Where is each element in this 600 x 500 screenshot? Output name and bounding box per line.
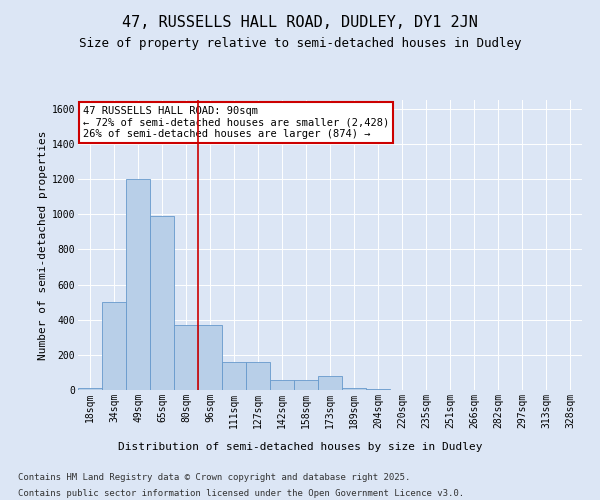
- Bar: [78, 388, 102, 390]
- Bar: [102, 302, 126, 390]
- Bar: [366, 389, 390, 390]
- Bar: [198, 325, 222, 390]
- Bar: [294, 380, 318, 390]
- Bar: [246, 362, 270, 390]
- Bar: [174, 325, 198, 390]
- Bar: [342, 388, 366, 390]
- Bar: [126, 179, 150, 390]
- Text: Distribution of semi-detached houses by size in Dudley: Distribution of semi-detached houses by …: [118, 442, 482, 452]
- Bar: [270, 380, 294, 390]
- Text: 47 RUSSELLS HALL ROAD: 90sqm
← 72% of semi-detached houses are smaller (2,428)
2: 47 RUSSELLS HALL ROAD: 90sqm ← 72% of se…: [83, 106, 389, 139]
- Bar: [318, 376, 342, 390]
- Bar: [222, 362, 246, 390]
- Text: Size of property relative to semi-detached houses in Dudley: Size of property relative to semi-detach…: [79, 38, 521, 51]
- Text: Contains HM Land Registry data © Crown copyright and database right 2025.: Contains HM Land Registry data © Crown c…: [18, 472, 410, 482]
- Y-axis label: Number of semi-detached properties: Number of semi-detached properties: [38, 130, 47, 360]
- Text: 47, RUSSELLS HALL ROAD, DUDLEY, DY1 2JN: 47, RUSSELLS HALL ROAD, DUDLEY, DY1 2JN: [122, 15, 478, 30]
- Text: Contains public sector information licensed under the Open Government Licence v3: Contains public sector information licen…: [18, 489, 464, 498]
- Bar: [150, 216, 174, 390]
